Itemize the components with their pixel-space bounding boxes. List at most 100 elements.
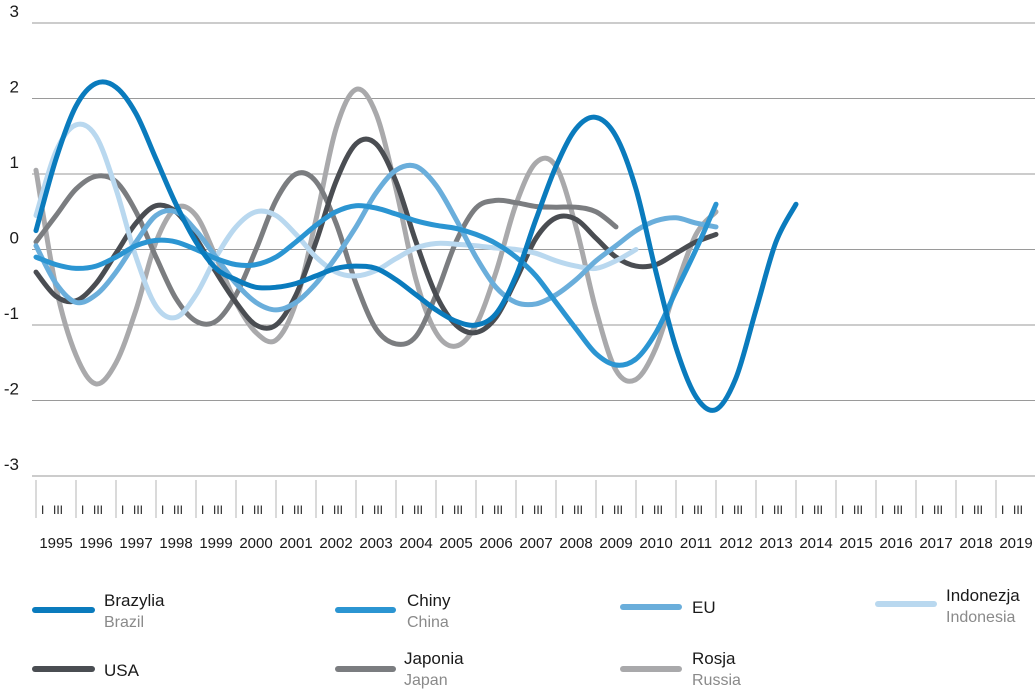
quarter-label: III: [933, 503, 943, 517]
year-label: 2017: [919, 535, 952, 552]
year-label: 2007: [519, 535, 552, 552]
series-lines: [33, 79, 799, 413]
legend-sublabel-brazil: Brazil: [104, 614, 144, 631]
quarter-label: III: [173, 503, 183, 517]
year-label: 2001: [279, 535, 312, 552]
series-line-china: [33, 201, 719, 368]
y-tick-label: -1: [4, 304, 19, 323]
series-line-japan: [33, 170, 619, 347]
quarter-label: I: [121, 503, 124, 517]
series-line-indonesia: [33, 121, 639, 321]
legend-item-russia[interactable]: Rosja Russia: [620, 649, 741, 689]
legend-item-indonesia[interactable]: Indonezja Indonesia: [875, 586, 1020, 626]
legend-sublabel-russia: Russia: [692, 672, 741, 689]
quarter-label: III: [93, 503, 103, 517]
quarter-label: III: [573, 503, 583, 517]
quarter-label: III: [653, 503, 663, 517]
quarter-label: III: [293, 503, 303, 517]
legend: Brazylia Brazil Chiny China EU Indonezja…: [32, 586, 1020, 689]
quarter-label: I: [201, 503, 204, 517]
quarter-label: I: [961, 503, 964, 517]
year-label: 2005: [439, 535, 472, 552]
quarter-label: I: [561, 503, 564, 517]
legend-sublabel-japan: Japan: [404, 672, 448, 689]
year-label: 2003: [359, 535, 392, 552]
year-label: 2002: [319, 535, 352, 552]
legend-item-china[interactable]: Chiny China: [335, 591, 451, 631]
quarter-label: III: [693, 503, 703, 517]
legend-label-china: Chiny: [407, 591, 451, 610]
year-label: 2012: [719, 535, 752, 552]
legend-sublabel-indonesia: Indonesia: [946, 609, 1015, 626]
quarter-label: III: [813, 503, 823, 517]
legend-sublabel-china: China: [407, 614, 449, 631]
quarter-label: I: [281, 503, 284, 517]
legend-label-usa: USA: [104, 661, 140, 680]
quarter-label: I: [401, 503, 404, 517]
legend-item-eu[interactable]: EU: [620, 598, 716, 617]
quarter-label: III: [773, 503, 783, 517]
year-label: 1996: [79, 535, 112, 552]
year-label: 1999: [199, 535, 232, 552]
quarter-label: III: [333, 503, 343, 517]
legend-label-eu: EU: [692, 598, 716, 617]
year-label: 2018: [959, 535, 992, 552]
quarter-label: I: [161, 503, 164, 517]
quarter-label: I: [321, 503, 324, 517]
year-label: 2000: [239, 535, 272, 552]
year-label: 2014: [799, 535, 832, 552]
quarter-label: III: [133, 503, 143, 517]
y-tick-label: 2: [10, 78, 19, 97]
y-tick-label: 3: [10, 2, 19, 21]
quarter-label: III: [53, 503, 63, 517]
legend-label-indonesia: Indonezja: [946, 586, 1020, 605]
quarter-label: III: [493, 503, 503, 517]
legend-label-russia: Rosja: [692, 649, 736, 668]
series-line-russia: [33, 86, 719, 387]
quarter-label: III: [733, 503, 743, 517]
year-label: 1995: [39, 535, 72, 552]
quarter-label: I: [801, 503, 804, 517]
quarter-label: I: [681, 503, 684, 517]
legend-item-brazil[interactable]: Brazylia Brazil: [32, 591, 165, 631]
quarter-label: I: [361, 503, 364, 517]
quarter-label: I: [921, 503, 924, 517]
quarter-label: I: [41, 503, 44, 517]
quarter-label: I: [241, 503, 244, 517]
legend-label-japan: Japonia: [404, 649, 464, 668]
quarter-label: I: [641, 503, 644, 517]
series-line-usa: [33, 136, 719, 336]
series-line-eu: [33, 162, 719, 313]
legend-item-usa[interactable]: USA: [32, 661, 140, 680]
y-tick-label: 0: [10, 229, 19, 248]
quarter-label: I: [521, 503, 524, 517]
quarter-label: III: [373, 503, 383, 517]
quarter-label: III: [613, 503, 623, 517]
quarter-label: I: [721, 503, 724, 517]
year-label: 2013: [759, 535, 792, 552]
year-label: 2004: [399, 535, 432, 552]
quarter-label: I: [1001, 503, 1004, 517]
quarter-label: I: [81, 503, 84, 517]
year-label: 2010: [639, 535, 672, 552]
y-tick-label: 1: [10, 153, 19, 172]
year-label: 2009: [599, 535, 632, 552]
year-label: 2015: [839, 535, 872, 552]
quarter-label: III: [213, 503, 223, 517]
quarter-label: I: [761, 503, 764, 517]
legend-item-japan[interactable]: Japonia Japan: [335, 649, 464, 689]
legend-label-brazil: Brazylia: [104, 591, 165, 610]
quarter-label: III: [253, 503, 263, 517]
year-label: 1998: [159, 535, 192, 552]
quarter-label: I: [601, 503, 604, 517]
year-label: 2011: [680, 535, 712, 552]
quarter-label: III: [893, 503, 903, 517]
quarter-label: III: [973, 503, 983, 517]
quarter-label: III: [853, 503, 863, 517]
quarter-label: III: [413, 503, 423, 517]
quarter-label: I: [441, 503, 444, 517]
quarter-label: III: [1013, 503, 1023, 517]
series-line-brazil: [33, 79, 799, 413]
